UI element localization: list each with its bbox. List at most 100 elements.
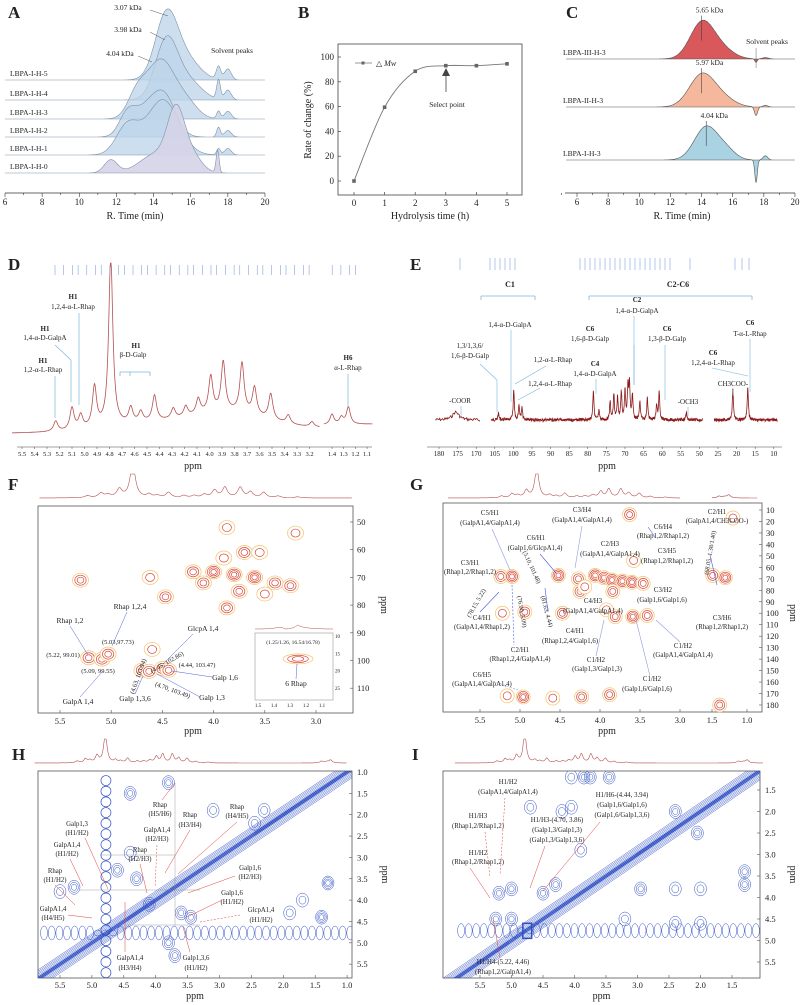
contour-peak (552, 881, 559, 888)
diagonal-contour (52, 777, 352, 978)
water-band-contour (525, 927, 533, 934)
contour-peak (283, 905, 296, 921)
contour-peak (159, 591, 172, 603)
contour-peak (518, 692, 528, 702)
annotation-label: 1,4-α-D-GalpA (573, 370, 616, 378)
annotation-label: Galp1,6 (221, 890, 243, 897)
x-tick-label: 60 (659, 450, 667, 458)
annotation-label: (5.03,97.73) (102, 639, 134, 646)
contour-peak (256, 586, 274, 602)
x-tick-label: 3 (444, 198, 449, 208)
contour-peak (607, 586, 619, 597)
annotation-label: (GalpA1,4/GalpA1,4) (460, 520, 520, 527)
water-band-contour (555, 923, 564, 938)
y-tick-label: 80 (766, 585, 775, 595)
leader-line (492, 917, 501, 959)
y-tick-label: 3.5 (765, 871, 776, 881)
inset-x-tick-label: 1.4 (271, 704, 278, 709)
leader-line (647, 526, 656, 538)
x-tick-label: 10 (770, 450, 778, 458)
contour-peak (165, 939, 172, 947)
diagonal-contour (38, 771, 345, 977)
contour-peak (206, 803, 220, 818)
water-band-contour (346, 925, 352, 941)
water-band-contour (457, 923, 465, 938)
y-tick-label: 70 (766, 574, 775, 584)
x-tick-label: 1.2 (351, 451, 359, 458)
contour-peak (131, 873, 142, 884)
panel-letter: H (12, 745, 25, 764)
y-axis-label: ppm (787, 604, 798, 622)
annotation-label: (Rhap1,2/Rhap1,2) (696, 624, 748, 631)
x-tick-label: 5 (505, 198, 510, 208)
contour-peak (722, 574, 729, 581)
annotation-label: (H1/H2) (249, 917, 272, 924)
annotation-label: C5/H1 (481, 510, 499, 517)
water-band-contour (300, 925, 309, 941)
x-tick-label: 10 (75, 197, 85, 207)
y-tick-label: 5.5 (357, 959, 368, 969)
x-tick-label: 4.0 (569, 980, 580, 990)
contour-peak (298, 895, 307, 905)
annotation-label: (Galp1,6/Galp1,6) (622, 686, 672, 693)
water-band-contour (631, 923, 639, 938)
annotation-label: H1/H2 (469, 850, 488, 857)
contour-peak (223, 604, 231, 612)
contour-peak (123, 845, 137, 861)
contour-peak (694, 829, 701, 837)
contour-peak (669, 804, 682, 819)
water-band-contour (563, 923, 571, 938)
leader-line (489, 679, 519, 691)
y-tick-label: 2.5 (357, 831, 368, 841)
annotation-label: (GalpA1,4/CH3COO-) (686, 518, 749, 525)
x-axis-label: R. Time (min) (107, 211, 164, 222)
annotation-label: C3/H2 (654, 587, 673, 594)
water-band-contour (502, 923, 511, 938)
series-label: LBPA-II-H-3 (563, 96, 603, 105)
annotation-label: (H2/H3) (238, 874, 261, 881)
contour-peak (629, 556, 638, 565)
contour-peak (629, 613, 636, 620)
contour-peak (249, 573, 260, 582)
water-band-contour (262, 925, 270, 941)
water-band-contour (70, 925, 79, 941)
contour-peak (604, 771, 614, 783)
annotation-label: Galp1,3 (66, 821, 88, 828)
x-tick-label: 180 (434, 450, 445, 458)
x-tick-label: 20 (790, 197, 800, 207)
contour-peak (218, 553, 229, 563)
y-tick-label: 120 (766, 631, 779, 641)
contour-peak (536, 885, 550, 901)
contour-peak (284, 580, 297, 592)
leader-line (479, 363, 498, 381)
annotation-label: C3/H1 (461, 560, 479, 567)
annotation-label: Rhap (230, 804, 245, 811)
water-band-contour (676, 923, 685, 938)
water-band-contour (285, 925, 293, 941)
contour-field (38, 771, 352, 978)
water-band-contour (100, 775, 112, 786)
x-tick-label: 3.5 (259, 716, 270, 726)
contour-peak (222, 523, 232, 532)
contour-peak (319, 914, 325, 920)
x-tick-label: 4.0 (205, 451, 213, 458)
annotation-label: (Rhap1,2,4/Galp1,6) (542, 638, 598, 645)
contour-peak (251, 545, 269, 560)
contour-peak (144, 899, 154, 910)
contour-peak (215, 550, 233, 566)
water-band-contour (224, 925, 232, 941)
trace-LBPA-I-H-3 (566, 125, 795, 183)
trace-LBPA-II-H-3 (566, 72, 795, 116)
x-tick-label: 8 (606, 197, 611, 207)
contour-peak (578, 693, 585, 701)
x-tick-label: 1.5 (727, 980, 738, 990)
annotation-label: (GalpA1,4/GalpA1,4) (653, 652, 713, 659)
contour-peak (549, 877, 562, 892)
annotation-label: Galp1,3,6 (183, 955, 210, 962)
contour-peak (717, 570, 733, 586)
diagonal-contour (445, 771, 750, 978)
annotation-label: C4/H3 (584, 598, 603, 605)
annotation-label: C2/H1 (511, 647, 529, 654)
annotation-label: (Galp1,6/Galp1,3,6) (595, 812, 650, 819)
x-tick-label: 105 (490, 450, 501, 458)
